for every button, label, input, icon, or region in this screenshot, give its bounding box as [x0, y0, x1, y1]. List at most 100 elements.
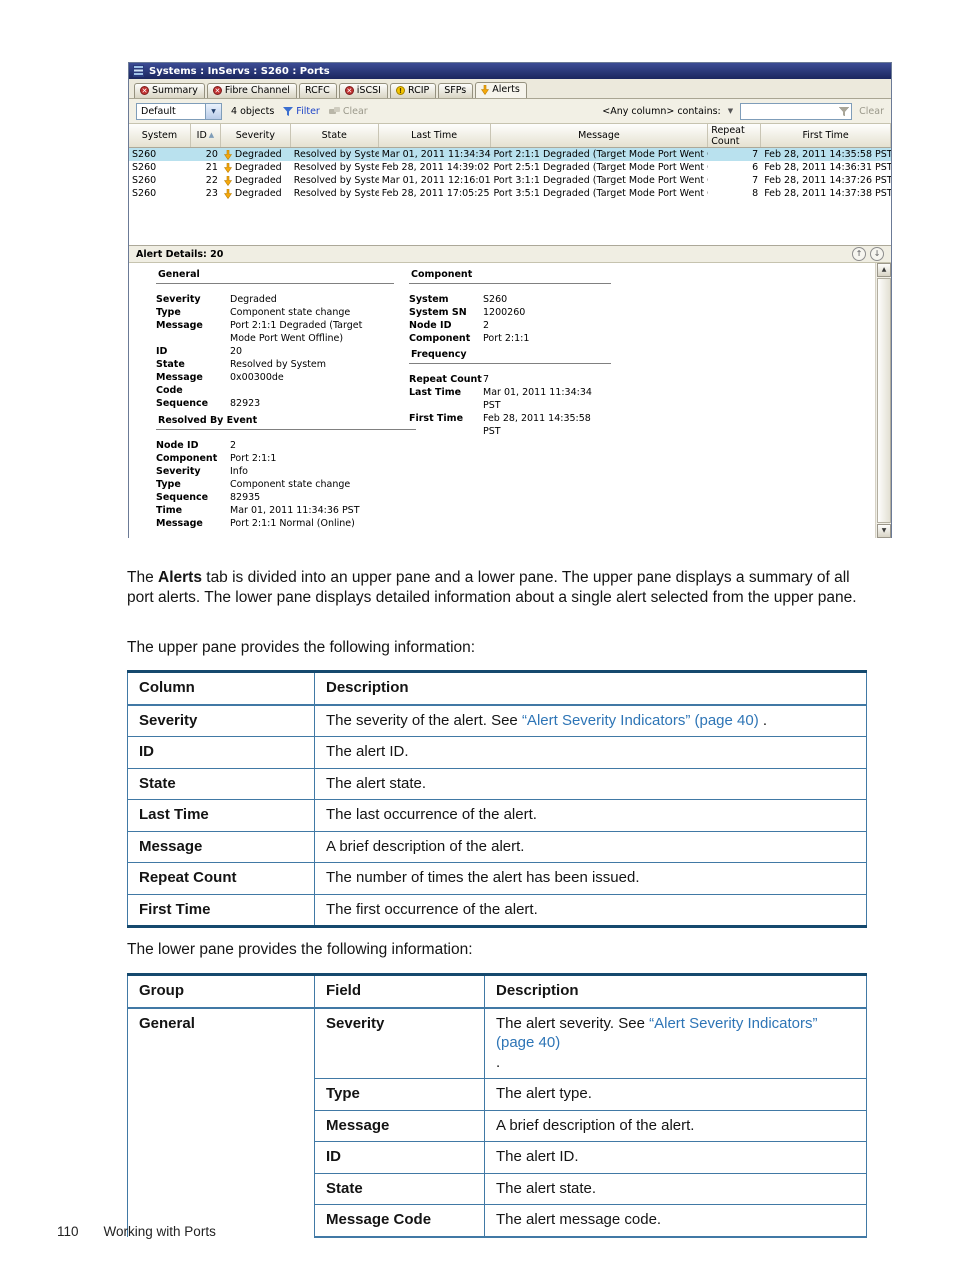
cell-id: 23	[205, 188, 218, 199]
row-description: The first occurrence of the alert.	[314, 893, 867, 927]
column-header-id[interactable]: ID ▲	[191, 124, 221, 147]
field-value: Info	[230, 466, 248, 477]
filter-button[interactable]: Filter	[283, 106, 320, 117]
chevron-down-icon[interactable]: ▼	[727, 107, 734, 115]
funnel-icon	[283, 106, 294, 116]
field-value: 20	[230, 346, 243, 357]
general-section: General Severity Degraded Type Component s…	[156, 269, 394, 410]
cell-state: Resolved by System	[293, 188, 379, 199]
table-row[interactable]: S260 22 Degraded Resolved by System Mar …	[129, 174, 891, 187]
cell-first-time: Feb 28, 2011 14:37:38 PST	[764, 188, 892, 199]
detail-field: Message Port 2:1:1 Normal (Online)	[156, 517, 416, 530]
filter-toolbar: Default ▼ 4 objects Filter Clear <Any co…	[129, 99, 891, 124]
frequency-section-title: Frequency	[409, 349, 611, 364]
column-header-state[interactable]: State	[291, 124, 379, 147]
field-label: Sequence	[156, 398, 209, 409]
field-value: 82923	[230, 398, 261, 409]
column-header-label: System	[141, 130, 178, 141]
detail-field: Component Port 2:1:1	[409, 332, 611, 345]
column-header-label: Message	[578, 130, 620, 141]
row-description: The last occurrence of the alert.	[314, 799, 867, 832]
clear-search-button[interactable]: Clear	[859, 106, 884, 117]
tab-fibre-channel[interactable]: Fibre Channel	[206, 83, 297, 98]
cell-id: 20	[205, 149, 218, 160]
detail-field: ID 20	[156, 345, 394, 358]
field-value: Port 2:1:1 Normal (Online)	[230, 518, 355, 529]
tab-rcip[interactable]: RCIP	[389, 83, 437, 98]
field-label: Node ID	[156, 440, 199, 451]
cell-first-time: Feb 28, 2011 14:37:26 PST	[764, 175, 892, 186]
scroll-down-icon[interactable]: ▼	[877, 524, 891, 538]
next-alert-icon[interactable]: ↓	[870, 247, 884, 261]
field-label: Time	[156, 505, 183, 516]
header-description: Description	[314, 670, 867, 706]
field-label: Message Code	[156, 372, 203, 396]
alert-severity-indicators-link[interactable]: “Alert Severity Indicators” (page 40)	[496, 1014, 818, 1052]
table-row: Last Time The last occurrence of the aler…	[127, 799, 867, 832]
vertical-scrollbar[interactable]: ▲ ▼	[875, 263, 891, 538]
field-value: Feb 28, 2011 14:35:58 PST	[483, 413, 591, 437]
table-row: First Time The first occurrence of the al…	[127, 893, 867, 927]
column-header-label: State	[321, 130, 347, 141]
header-column: Column	[127, 670, 315, 706]
row-description: A brief description of the alert.	[314, 830, 867, 863]
view-select[interactable]: Default ▼	[136, 102, 222, 120]
any-column-label: <Any column> contains:	[602, 105, 721, 117]
column-header-message[interactable]: Message	[491, 124, 709, 147]
table-row[interactable]: S260 20 Degraded Resolved by System Mar …	[129, 148, 891, 161]
tab-sfps[interactable]: SFPs	[438, 83, 474, 98]
column-header-last-time[interactable]: Last Time	[379, 124, 491, 147]
clear-filter-button[interactable]: Clear	[328, 106, 368, 117]
scrollbar-thumb[interactable]	[877, 278, 891, 523]
field-label: System SN	[409, 307, 467, 318]
table-row[interactable]: S260 21 Degraded Resolved by System Feb …	[129, 161, 891, 174]
cell-state: Resolved by System	[293, 175, 379, 186]
severity-label: Degraded	[234, 175, 282, 186]
tab-alerts[interactable]: Alerts	[475, 82, 527, 98]
row-term: Last Time	[139, 806, 209, 823]
field-label: Type	[156, 479, 181, 490]
resolved-section-title: Resolved By Event	[156, 415, 416, 430]
chevron-down-icon[interactable]: ▼	[205, 103, 221, 119]
field-value: 82935	[230, 492, 261, 503]
clear-search-label: Clear	[859, 105, 884, 117]
alert-severity-indicators-link[interactable]: “Alert Severity Indicators” (page 40)	[521, 711, 759, 729]
detail-field: Repeat Count 7	[409, 373, 611, 386]
column-header-first-time[interactable]: First Time	[761, 124, 892, 147]
page-number: 110	[57, 1224, 79, 1239]
previous-alert-icon[interactable]: ↑	[852, 247, 866, 261]
column-header-severity[interactable]: Severity	[221, 124, 291, 147]
tab-label: Fibre Channel	[224, 85, 290, 96]
field-value: 7	[483, 374, 490, 385]
tab-iscsi[interactable]: iSCSI	[338, 83, 388, 98]
upper-pane-paragraph: The upper pane provides the following in…	[127, 638, 476, 656]
table-row: Message Code The alert message code.	[128, 1204, 867, 1238]
field-value: Port 2:1:1	[230, 453, 277, 464]
scroll-up-icon[interactable]: ▲	[877, 263, 891, 277]
field-value: Degraded	[230, 294, 277, 305]
cell-last-time: Feb 28, 2011 17:05:25 PST	[381, 188, 491, 199]
row-description: The alert message code.	[484, 1204, 867, 1238]
header-group: Group	[127, 973, 315, 1009]
table-row[interactable]: S260 23 Degraded Resolved by System Feb …	[129, 187, 891, 200]
tab-label: iSCSI	[356, 85, 381, 96]
column-header-repeat-count[interactable]: Repeat Count	[708, 124, 762, 147]
grid-header-row: System ID ▲ Severity State Last Time Mess…	[129, 124, 892, 148]
column-header-system[interactable]: System	[129, 124, 191, 147]
row-description: The alert ID.	[314, 736, 867, 769]
tab-summary[interactable]: Summary	[134, 83, 205, 98]
error-icon	[140, 86, 149, 95]
field-value: Component state change	[230, 307, 351, 318]
field-label: Last Time	[409, 387, 462, 398]
cell-severity: Degraded	[221, 162, 291, 173]
cell-system: S260	[132, 149, 157, 160]
tab-rcfc[interactable]: RCFC	[298, 83, 337, 98]
column-filter-input[interactable]	[743, 104, 840, 118]
field-label: Message	[156, 518, 203, 529]
page-footer: 110 Working with Ports	[57, 1224, 216, 1239]
row-term: Repeat Count	[139, 869, 237, 886]
field-value: Mar 01, 2011 11:34:34 PST	[483, 387, 592, 411]
field-value: 0x00300de	[230, 372, 284, 383]
row-description: The alert ID.	[484, 1141, 867, 1174]
sort-ascending-icon: ▲	[208, 131, 215, 139]
